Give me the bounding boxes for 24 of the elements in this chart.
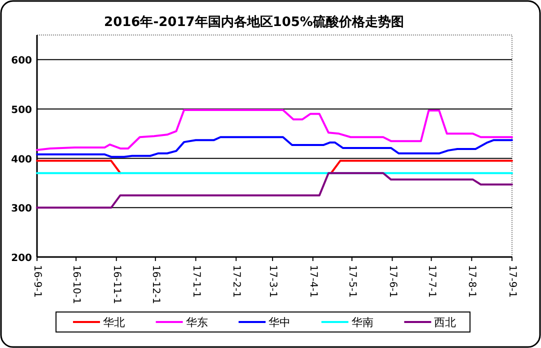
x-tick-label: 16-10-1 (70, 265, 82, 304)
x-tick-label: 17-9-1 (506, 265, 518, 298)
y-tick-label: 200 (11, 253, 32, 264)
x-tick-label: 16-12-1 (150, 265, 161, 304)
y-tick-label: 500 (11, 105, 32, 116)
y-tick-label: 600 (11, 56, 32, 67)
x-tick-label: 17-8-1 (466, 265, 478, 298)
legend-label: 华北 (103, 316, 125, 329)
y-tick-label: 400 (11, 154, 32, 166)
x-tick-label: 17-6-1 (386, 265, 398, 298)
x-tick-label: 17-5-1 (346, 265, 358, 298)
x-tick-label: 17-7-1 (426, 265, 437, 298)
x-tick-label: 17-2-1 (230, 265, 242, 298)
title: 2016年-2017年国内各地区105%硫酸价格走势图 (104, 15, 404, 30)
x-tick-label: 16-11-1 (110, 265, 122, 304)
x-tick-label: 16-9-1 (32, 265, 42, 298)
x-tick-label: 17-4-1 (307, 265, 318, 298)
y-tick-label: 300 (11, 204, 32, 215)
x-tick-label: 17-3-1 (267, 265, 278, 298)
legend-label: 华中 (268, 316, 291, 329)
legend-label: 华东 (186, 316, 208, 329)
legend-label: 华南 (351, 316, 374, 329)
legend-label: 西北 (434, 316, 456, 329)
x-tick-label: 17-1-1 (190, 265, 202, 298)
